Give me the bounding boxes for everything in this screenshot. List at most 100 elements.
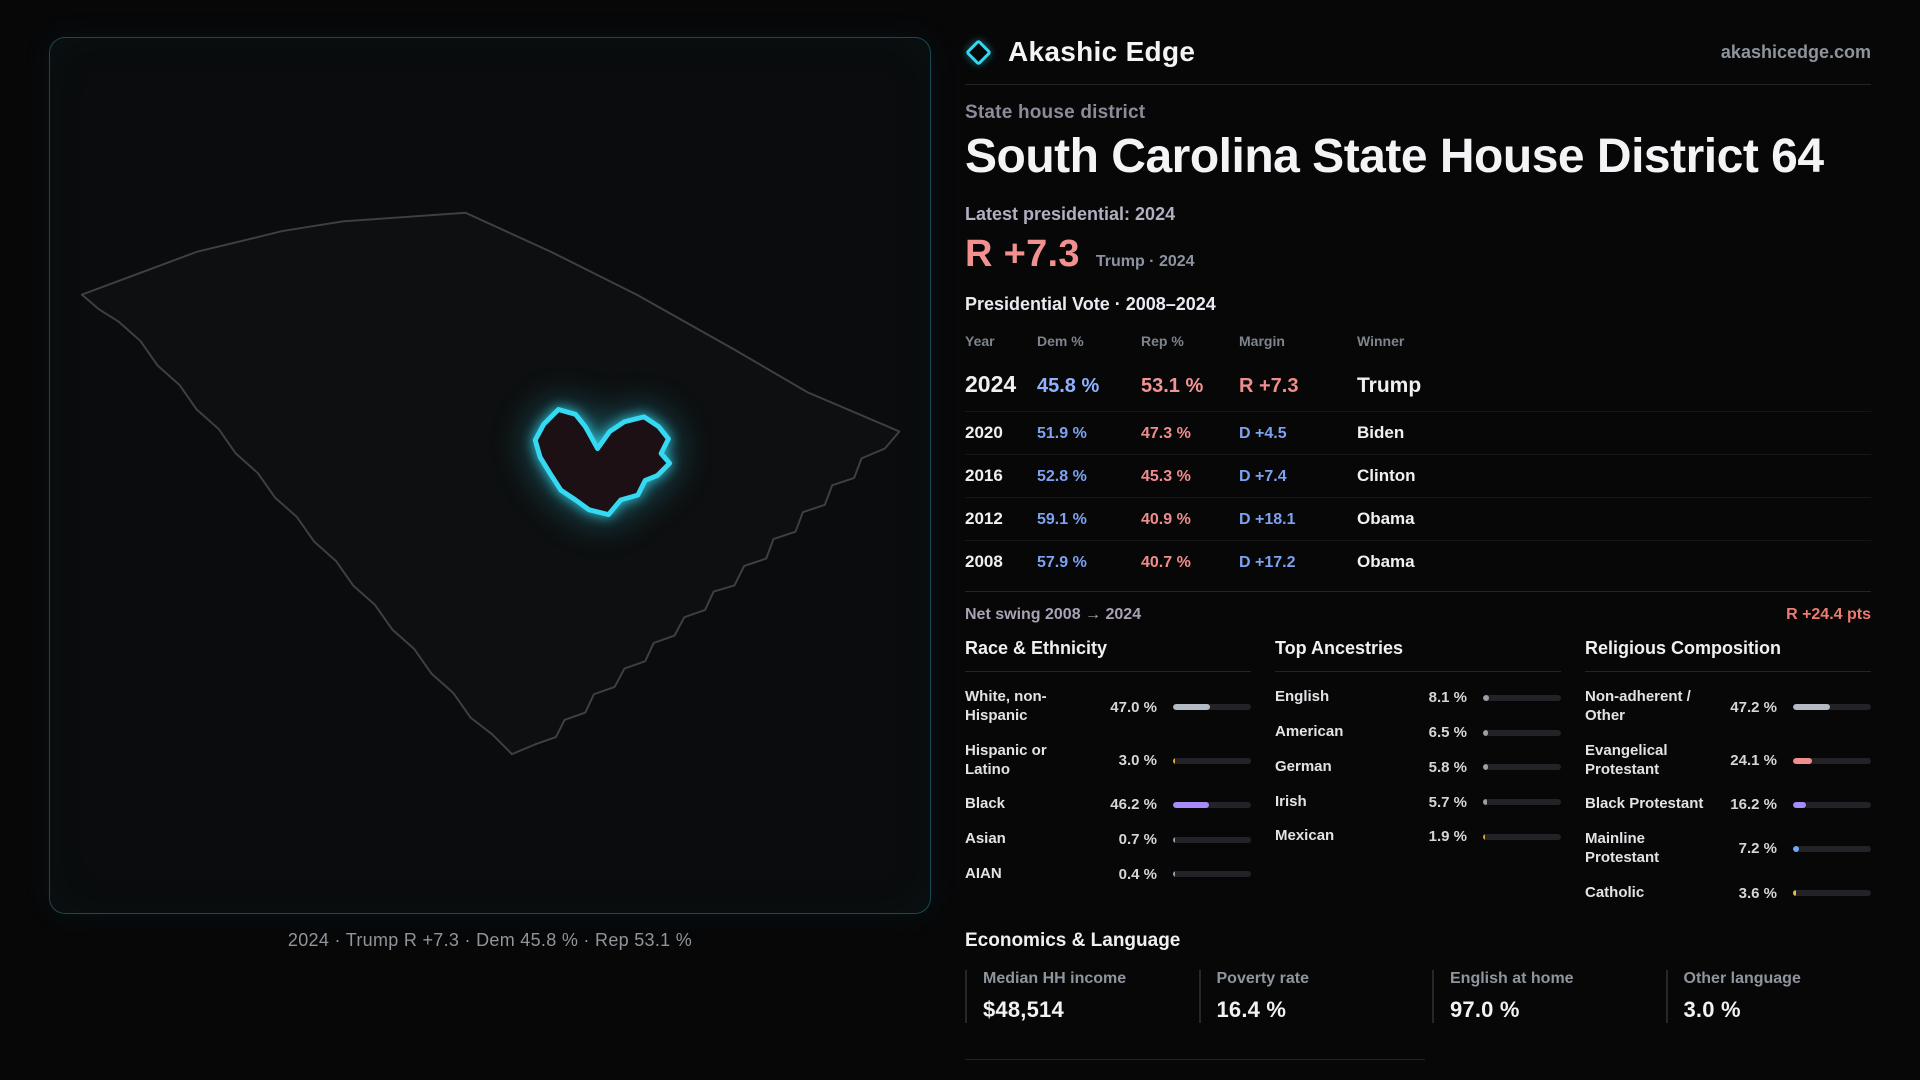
race-ethnicity-section: Race & Ethnicity White, non-Hispanic 47.…	[965, 638, 1251, 910]
demo-bar-fill	[1793, 757, 1812, 764]
race-ethnicity-title: Race & Ethnicity	[965, 638, 1251, 673]
demo-label: Hispanic or Latino	[965, 741, 1047, 778]
demo-value: 0.4 %	[1118, 865, 1157, 883]
cell-dem: 57.9 %	[1037, 554, 1087, 572]
demo-label: Evangelical Protestant	[1585, 741, 1668, 778]
demo-label: Irish	[1275, 792, 1307, 810]
brand-name: Akashic Edge	[1008, 36, 1196, 67]
demo-label: AIAN	[965, 864, 1002, 882]
demo-label: German	[1275, 757, 1332, 775]
divider	[965, 1059, 1425, 1061]
demo-value: 3.6 %	[1738, 884, 1777, 902]
cell-dem: 51.9 %	[1037, 425, 1087, 443]
cell-margin: D +18.1	[1239, 511, 1296, 529]
demo-row: Non-adherent / Other 47.2 %	[1585, 680, 1871, 734]
demo-bar-track	[1173, 704, 1251, 711]
stat-label: English at home	[1450, 970, 1574, 988]
demo-row: Black Protestant 16.2 %	[1585, 787, 1871, 822]
demo-row: Catholic 3.6 %	[1585, 876, 1871, 911]
demo-value: 24.1 %	[1730, 752, 1777, 770]
demo-bar-fill	[1483, 799, 1488, 806]
stat-english-at-home: English at home 97.0 %	[1432, 970, 1666, 1024]
cell-rep: 53.1 %	[1141, 375, 1204, 398]
cell-year: 2012	[965, 509, 1003, 529]
demo-bar-fill	[1483, 729, 1489, 736]
demo-bar-fill	[1793, 845, 1799, 852]
cell-winner: Obama	[1357, 509, 1415, 529]
demo-bar-fill	[1173, 871, 1175, 878]
demo-row: German 5.8 %	[1275, 750, 1561, 785]
col-year: Year	[965, 333, 995, 350]
district-64-shape	[532, 407, 673, 518]
demo-value: 3.0 %	[1118, 752, 1157, 770]
stat-poverty-rate: Poverty rate 16.4 %	[1198, 970, 1433, 1024]
demo-row: English 8.1 %	[1275, 680, 1561, 715]
demo-value: 47.0 %	[1110, 698, 1157, 716]
demo-value: 1.9 %	[1428, 828, 1467, 846]
demo-row: AIAN 0.4 %	[965, 857, 1251, 892]
presidential-vote-table: Year Dem % Rep % Margin Winner 2024 45.8…	[965, 323, 1871, 583]
cell-winner: Biden	[1357, 423, 1405, 443]
demo-row: Hispanic or Latino 3.0 %	[965, 734, 1251, 788]
latest-margin-row: R +7.3 Trump · 2024	[965, 233, 1871, 276]
demo-bar-fill	[1793, 801, 1806, 808]
sources-text: Sources: Akashic Edge elections database…	[965, 1078, 1871, 1080]
demo-label: Catholic	[1585, 883, 1645, 901]
demo-row: Mainline Protestant 7.2 %	[1585, 822, 1871, 876]
demo-value: 5.7 %	[1428, 793, 1467, 811]
cell-year: 2024	[965, 371, 1017, 398]
top-ancestries-section: Top Ancestries English 8.1 % American 6.…	[1275, 638, 1561, 910]
col-margin: Margin	[1239, 333, 1285, 350]
demo-bar-track	[1793, 757, 1871, 764]
divider	[965, 591, 1871, 593]
cell-margin: D +17.2	[1239, 554, 1296, 572]
net-swing-row: Net swing 2008 → 2024 R +24.4 pts	[965, 592, 1871, 632]
demo-row: American 6.5 %	[1275, 715, 1561, 750]
district-kicker: State house district	[965, 102, 1146, 123]
table-row: 2020 51.9 % 47.3 % D +4.5 Biden	[965, 411, 1871, 454]
cell-year: 2008	[965, 552, 1003, 572]
demo-row: Irish 5.7 %	[1275, 785, 1561, 820]
footer: Sources: Akashic Edge elections database…	[965, 1059, 1871, 1080]
demo-value: 8.1 %	[1428, 689, 1467, 707]
state-map-svg	[80, 211, 901, 756]
cell-rep: 45.3 %	[1141, 468, 1191, 486]
demo-bar-track	[1483, 764, 1561, 771]
demo-label: English	[1275, 688, 1330, 706]
cell-rep: 40.7 %	[1141, 554, 1191, 572]
latest-margin-value: R +7.3	[965, 233, 1080, 276]
page-title: South Carolina State House District 64	[965, 130, 1824, 183]
demo-bar-fill	[1483, 694, 1490, 701]
content-panel: Akashic Edge akashicedge.com State house…	[965, 30, 1871, 1080]
latest-margin-sub: Trump · 2024	[1095, 253, 1195, 271]
state-map-panel	[49, 37, 931, 914]
stat-value: 16.4 %	[1216, 997, 1287, 1023]
cell-year: 2020	[965, 423, 1003, 443]
map-caption: 2024 · Trump R +7.3 · Dem 45.8 % · Rep 5…	[287, 930, 693, 950]
demo-bar-fill	[1173, 757, 1176, 764]
cell-margin: D +4.5	[1239, 425, 1287, 443]
cell-margin: R +7.3	[1239, 375, 1299, 398]
stat-value: 97.0 %	[1450, 997, 1520, 1023]
demo-bar-fill	[1483, 833, 1485, 840]
demo-value: 7.2 %	[1738, 840, 1777, 858]
col-rep: Rep %	[1141, 333, 1184, 350]
cell-dem: 52.8 %	[1037, 468, 1087, 486]
cell-winner: Clinton	[1357, 466, 1416, 486]
demo-bar-fill	[1483, 764, 1488, 771]
demo-bar-track	[1483, 729, 1561, 736]
demo-label: Asian	[965, 830, 1006, 848]
economics-title: Economics & Language	[965, 930, 1181, 952]
demo-bar-track	[1173, 836, 1251, 843]
table-row: 2008 57.9 % 40.7 % D +17.2 Obama	[965, 540, 1871, 583]
stat-value: 3.0 %	[1683, 997, 1741, 1023]
demo-label: White, non-Hispanic	[965, 688, 1047, 725]
demo-label: American	[1275, 723, 1344, 741]
demo-value: 46.2 %	[1110, 796, 1157, 814]
brand-diamond-icon	[965, 38, 992, 66]
col-winner: Winner	[1357, 333, 1405, 350]
demo-bar-fill	[1173, 836, 1175, 843]
site-link[interactable]: akashicedge.com	[1720, 41, 1871, 62]
table-row: 2012 59.1 % 40.9 % D +18.1 Obama	[965, 497, 1871, 540]
demo-bar-track	[1483, 799, 1561, 806]
